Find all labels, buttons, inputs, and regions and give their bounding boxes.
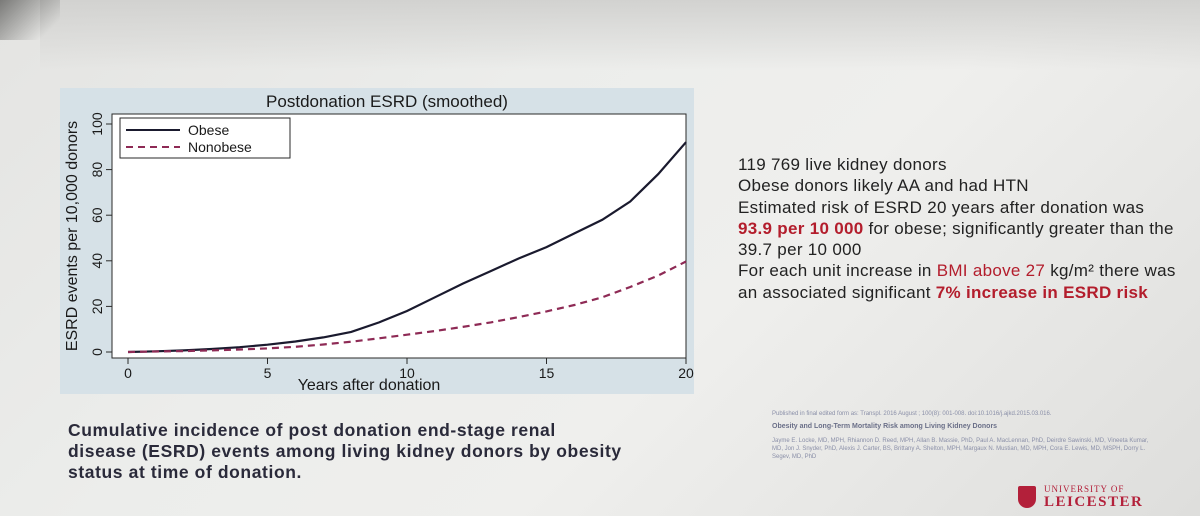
- slide-top-shade: [40, 0, 1200, 70]
- chart-panel: Postdonation ESRD (smoothed) 0 20 40 60 80 100…: [60, 88, 694, 394]
- reference-citation: Published in final edited form as: Trans…: [772, 410, 1152, 461]
- legend-label-nonobese: Nonobese: [188, 139, 252, 155]
- x-tick-label: 5: [264, 365, 272, 381]
- series-line-obese: [127, 141, 687, 354]
- x-tick-label: 20: [678, 365, 694, 381]
- obese-risk-highlight: 93.9 per 10 000: [738, 218, 864, 238]
- summary-text: 119 769 live kidney donors Obese donors …: [738, 154, 1178, 303]
- university-logo: UNIVERSITY OF LEICESTER: [1018, 482, 1158, 512]
- x-tick-label: 15: [539, 365, 555, 381]
- y-tick-label: 60: [89, 207, 105, 223]
- legend-box: [119, 117, 291, 159]
- slide-corner-shade: [0, 0, 60, 40]
- x-axis-label: Years after donation: [298, 377, 441, 394]
- reference-authors: Jayme E. Locke, MD, MPH, Rhiannon D. Ree…: [772, 438, 1149, 460]
- risk-statement: Estimated risk of ESRD 20 years after do…: [738, 197, 1174, 260]
- chart-title: Postdonation ESRD (smoothed): [266, 92, 508, 111]
- risk-increase-highlight: 7% increase in ESRD risk: [935, 282, 1148, 302]
- y-tick-label: 80: [89, 162, 105, 178]
- legend-label-obese: Obese: [188, 122, 229, 138]
- reference-title: Obesity and Long-Term Mortality Risk amo…: [772, 423, 998, 430]
- obese-demographics: Obese donors likely AA and had HTN: [738, 176, 1029, 196]
- y-tick-label: 0: [89, 348, 105, 356]
- y-axis-label: ESRD events per 10,000 donors: [64, 121, 81, 351]
- y-tick-label: 100: [89, 112, 105, 136]
- logo-name: LEICESTER: [1044, 494, 1144, 510]
- donor-count: 119 769 live kidney donors: [738, 155, 947, 174]
- logo-university: UNIVERSITY OF: [1044, 484, 1125, 494]
- x-tick-label: 10: [399, 365, 415, 381]
- esrd-line-chart: Postdonation ESRD (smoothed)020406080100…: [64, 92, 694, 394]
- bmi-highlight: BMI above 27: [936, 261, 1046, 281]
- bmi-statement: For each unit increase in BMI above 27 k…: [738, 261, 1176, 302]
- reference-published: Published in final edited form as: Trans…: [772, 411, 1052, 417]
- y-tick-label: 40: [89, 253, 105, 269]
- y-tick-label: 20: [89, 298, 105, 314]
- crest-icon: [1018, 486, 1036, 508]
- figure-caption: Cumulative incidence of post donation en…: [68, 420, 622, 482]
- series-line-nonobese: [127, 260, 687, 354]
- x-tick-label: 0: [124, 365, 132, 381]
